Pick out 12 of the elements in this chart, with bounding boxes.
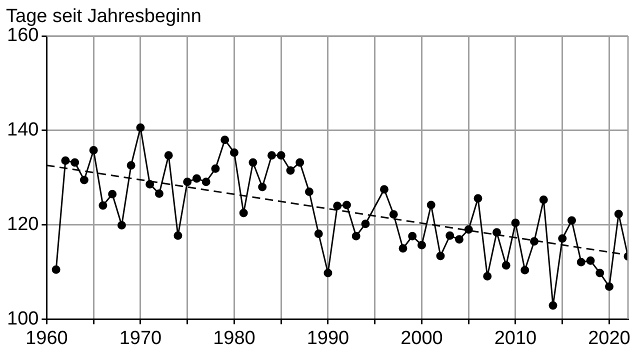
x-tick-label: 2020 [588,328,630,349]
y-tick-label: 100 [7,308,39,330]
y-tick-label: 120 [7,214,39,236]
y-axis-title: Tage seit Jahresbeginn [6,6,202,28]
y-tick-label: 140 [7,120,39,141]
x-tick-label: 1960 [26,328,68,349]
x-tick-label: 1970 [119,328,162,349]
x-tick-label: 2010 [494,328,537,349]
x-tick-label: 1980 [213,328,256,349]
x-tick-label: 1990 [306,328,350,349]
x-tick-label: 2000 [400,328,443,349]
y-tick-label: 160 [7,25,39,46]
